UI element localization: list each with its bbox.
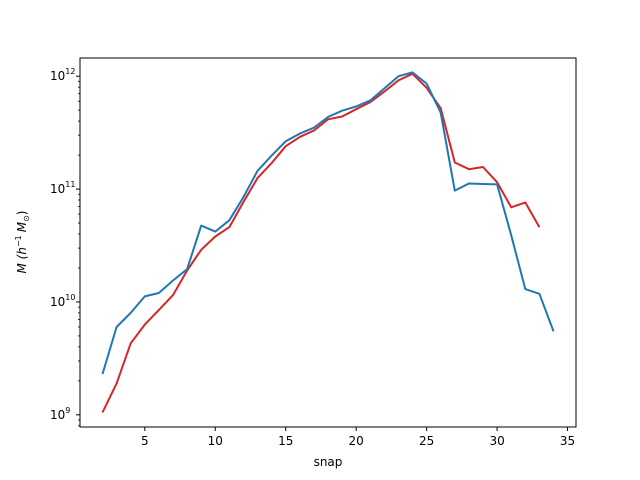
y-axis-label-unit-sub: ⊙ bbox=[22, 215, 31, 222]
x-tick-label: 35 bbox=[560, 434, 575, 448]
y-axis-label-close: ) bbox=[15, 210, 29, 215]
x-tick-label: 25 bbox=[419, 434, 434, 448]
y-tick-label: 1010 bbox=[50, 293, 75, 309]
y-tick-label: 109 bbox=[50, 406, 70, 422]
y-axis-label: M (h−1 M⊙) bbox=[14, 210, 31, 273]
series-line-2 bbox=[101, 71, 555, 375]
y-axis-label-exp: −1 bbox=[14, 235, 23, 247]
series-line-1 bbox=[101, 72, 541, 413]
y-axis-label-unit: M bbox=[15, 221, 29, 232]
x-tick-label: 30 bbox=[489, 434, 504, 448]
y-tick-label: 1012 bbox=[50, 67, 75, 83]
plot-frame bbox=[79, 57, 577, 428]
x-tick-label: 15 bbox=[278, 434, 293, 448]
series-layer bbox=[101, 71, 555, 413]
x-tick-label: 10 bbox=[208, 434, 223, 448]
x-tick-label: 20 bbox=[349, 434, 364, 448]
y-axis-label-main: M (h bbox=[15, 247, 29, 273]
y-tick-label: 1011 bbox=[50, 180, 75, 196]
y-axis: 109 1010 1011 1012 bbox=[50, 67, 80, 427]
x-axis-label: snap bbox=[314, 455, 343, 469]
plot-background bbox=[80, 58, 576, 427]
x-tick-label: 5 bbox=[141, 434, 149, 448]
x-axis: 5 10 15 20 25 30 35 bbox=[141, 427, 575, 448]
